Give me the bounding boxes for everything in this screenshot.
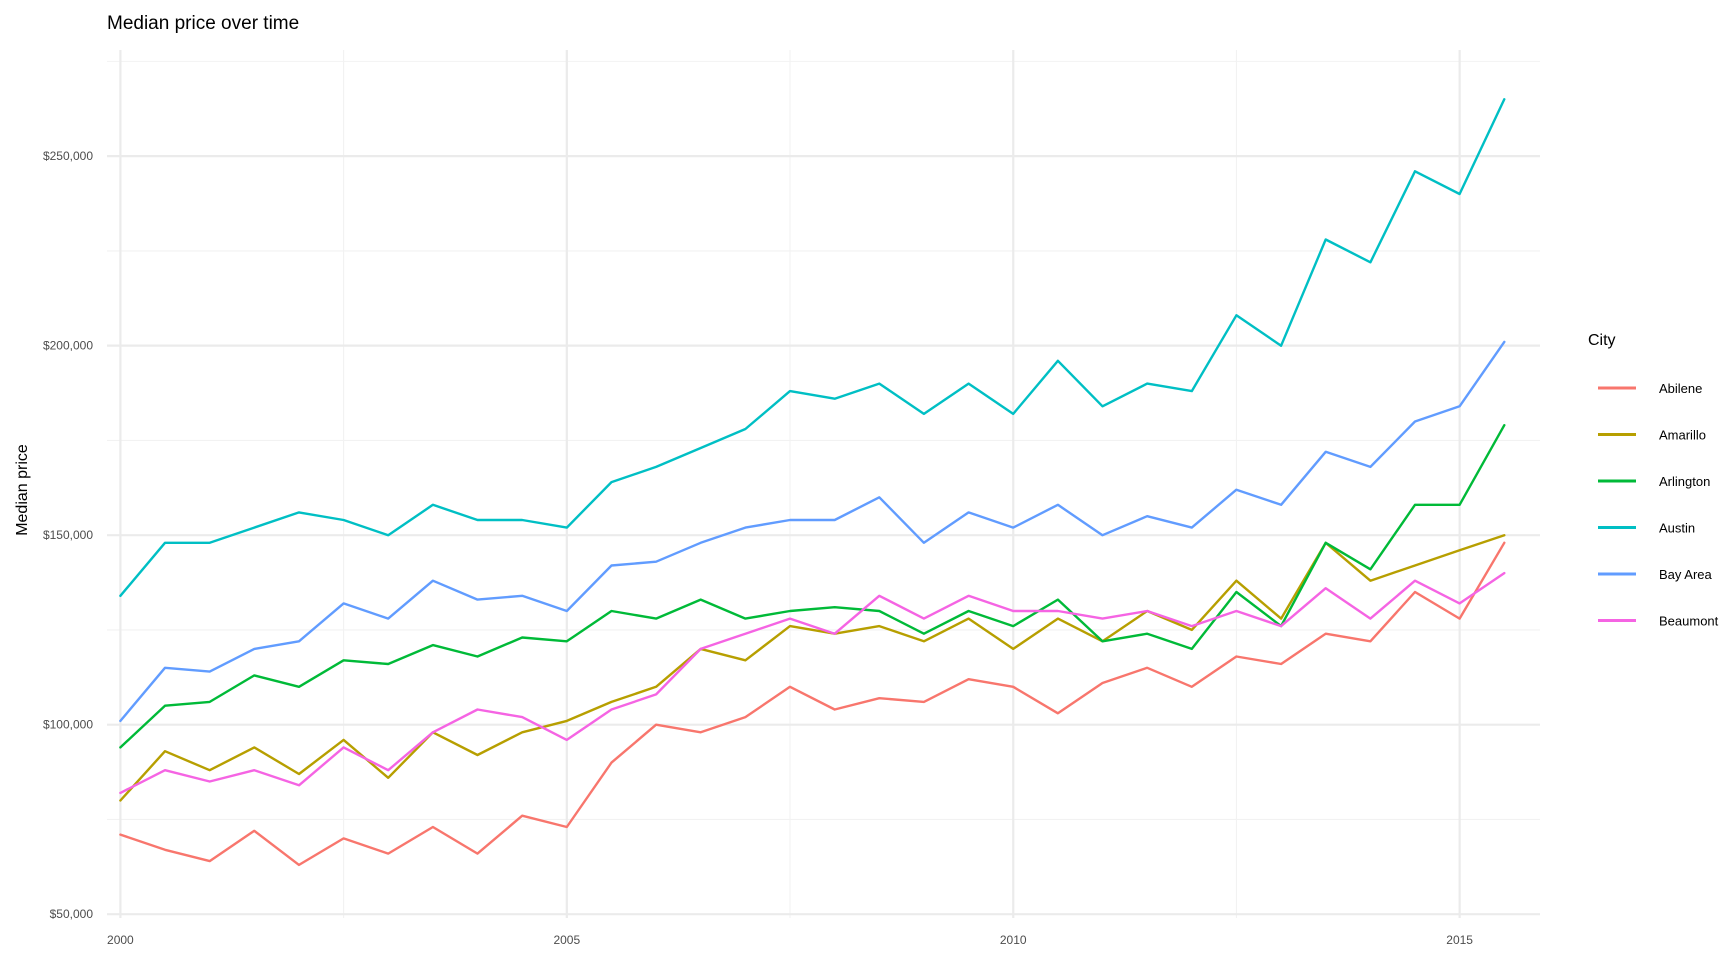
- y-tick-label: $50,000: [50, 907, 94, 921]
- chart-title: Median price over time: [107, 13, 299, 34]
- legend-label: Abilene: [1659, 381, 1702, 396]
- y-tick-label: $150,000: [43, 528, 93, 542]
- series-line-abilene: [119, 541, 1506, 867]
- legend-label: Amarillo: [1659, 428, 1706, 443]
- series-line-arlington: [119, 424, 1506, 749]
- legend: City Abilene Amarillo Arlington Austin Bay A…: [1588, 332, 1719, 629]
- series-line-amarillo: [119, 534, 1506, 802]
- y-tick-label: $250,000: [43, 149, 93, 163]
- legend-title: City: [1588, 332, 1616, 349]
- legend-label: Bay Area: [1659, 567, 1713, 582]
- legend-label: Beaumont: [1659, 614, 1719, 629]
- x-tick-label: 2015: [1446, 933, 1473, 947]
- x-tick-label: 2010: [1000, 933, 1027, 947]
- y-tick-label: $100,000: [43, 718, 93, 732]
- y-axis: $50,000 $100,000 $150,000 $200,000 $250,000: [43, 149, 93, 921]
- x-axis: 2000 2005 2010 2015: [107, 933, 1473, 947]
- x-tick-label: 2005: [553, 933, 580, 947]
- legend-label: Austin: [1659, 521, 1695, 536]
- grid: [107, 50, 1540, 918]
- series-line-austin: [119, 98, 1506, 597]
- series-line-beaumont: [119, 571, 1506, 795]
- x-tick-label: 2000: [107, 933, 134, 947]
- series-group: [119, 98, 1506, 867]
- y-axis-title: Median price: [14, 444, 31, 536]
- series-line-bay-area: [119, 340, 1506, 723]
- legend-label: Arlington: [1659, 474, 1710, 489]
- y-tick-label: $200,000: [43, 339, 93, 353]
